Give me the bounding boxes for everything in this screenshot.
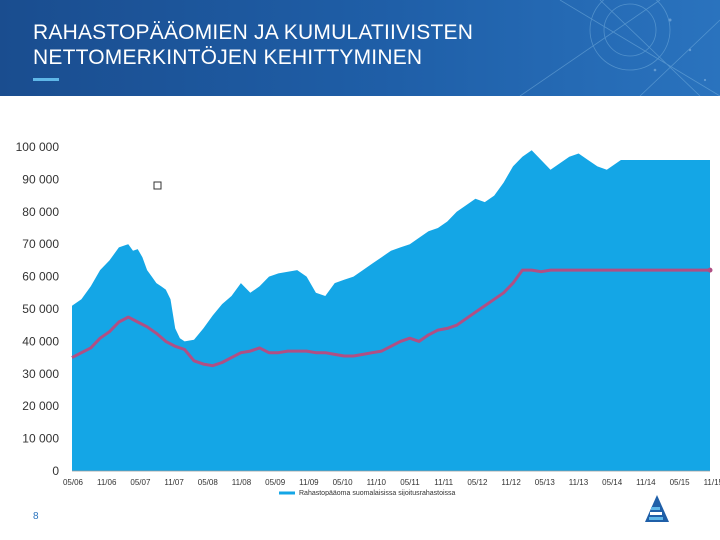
x-tick-label: 11/07 xyxy=(164,478,184,487)
y-tick-label: 50 000 xyxy=(22,302,59,316)
x-tick-label: 05/15 xyxy=(670,478,691,487)
x-tick-label: 05/11 xyxy=(400,478,420,487)
x-tick-label: 05/09 xyxy=(265,478,286,487)
x-tick-label: 11/14 xyxy=(636,478,656,487)
legend: Rahastopääoma suomalaisissa sijoitusraha… xyxy=(279,490,456,496)
x-tick-label: 11/13 xyxy=(569,478,589,487)
fund-capital-chart: 0 10 000 20 000 30 000 40 000 50 000 60 000 70 … xyxy=(16,140,720,496)
plot-area xyxy=(71,150,713,471)
title-underline xyxy=(33,78,59,81)
x-tick-label: 05/08 xyxy=(198,478,219,487)
x-tick-label: 05/06 xyxy=(63,478,84,487)
x-tick-label: 05/14 xyxy=(602,478,623,487)
x-tick-label: 05/07 xyxy=(130,478,151,487)
title-banner: RAHASTOPÄÄOMIEN JA KUMULATIIVISTEN NETTO… xyxy=(0,0,720,96)
x-tick-label: 11/12 xyxy=(501,478,521,487)
legend-label: Rahastopääoma suomalaisissa sijoitusraha… xyxy=(299,490,456,496)
y-tick-label: 100 000 xyxy=(16,140,60,154)
x-tick-label: 11/09 xyxy=(299,478,319,487)
x-tick-label: 11/15 xyxy=(704,478,720,487)
x-tick-label: 05/12 xyxy=(467,478,488,487)
series-line-1 xyxy=(71,268,710,368)
series-area-0 xyxy=(72,150,710,471)
company-logo-icon xyxy=(645,495,669,522)
x-tick-label: 11/11 xyxy=(434,478,453,487)
slide-title: RAHASTOPÄÄOMIEN JA KUMULATIIVISTEN NETTO… xyxy=(33,21,474,69)
marker-square-icon xyxy=(153,181,162,190)
x-tick-label: 11/06 xyxy=(97,478,117,487)
y-tick-label: 70 000 xyxy=(22,237,59,251)
y-tick-label: 90 000 xyxy=(22,172,59,186)
x-tick-label: 05/13 xyxy=(535,478,556,487)
series-line-end-point xyxy=(707,267,713,273)
y-tick-label: 30 000 xyxy=(22,367,59,381)
y-tick-label: 40 000 xyxy=(22,334,59,348)
y-tick-label: 60 000 xyxy=(22,270,59,284)
y-axis: 0 10 000 20 000 30 000 40 000 50 000 60 000 70 … xyxy=(16,140,60,478)
y-tick-label: 10 000 xyxy=(22,432,59,446)
slide-number: 8 xyxy=(33,511,39,522)
banner-decoration-icon xyxy=(519,0,720,96)
x-tick-label: 11/08 xyxy=(232,478,252,487)
y-tick-label: 0 xyxy=(52,464,59,478)
y-tick-label: 20 000 xyxy=(22,399,59,413)
y-tick-label: 80 000 xyxy=(22,205,59,219)
x-axis: 05/06 11/06 05/07 11/07 05/08 11/08 05/09 11/09… xyxy=(63,470,720,487)
x-tick-label: 05/10 xyxy=(333,478,354,487)
x-tick-label: 11/10 xyxy=(367,478,387,487)
